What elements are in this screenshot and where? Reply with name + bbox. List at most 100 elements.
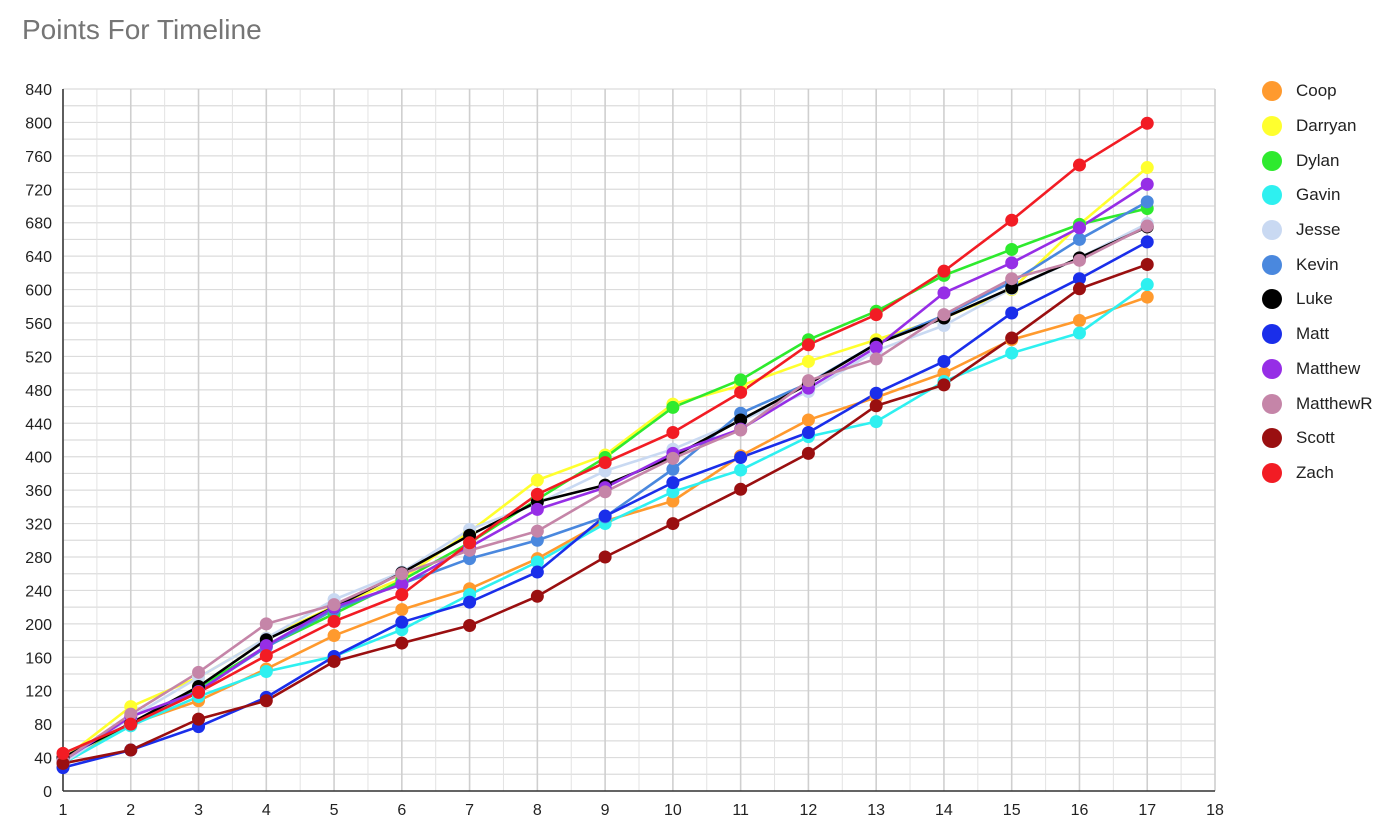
- data-point-matt[interactable]: [801, 425, 815, 439]
- data-point-coop[interactable]: [1072, 313, 1086, 327]
- data-point-matthewr[interactable]: [937, 308, 951, 322]
- data-point-matthewr[interactable]: [598, 485, 612, 499]
- data-point-darryan[interactable]: [530, 473, 544, 487]
- data-point-matt[interactable]: [666, 476, 680, 490]
- data-point-gavin[interactable]: [1072, 326, 1086, 340]
- data-point-matthewr[interactable]: [666, 451, 680, 465]
- data-point-zach[interactable]: [192, 685, 206, 699]
- data-point-scott[interactable]: [1005, 331, 1019, 345]
- data-point-zach[interactable]: [869, 308, 883, 322]
- data-point-zach[interactable]: [734, 385, 748, 399]
- data-point-scott[interactable]: [801, 446, 815, 460]
- data-point-gavin[interactable]: [530, 555, 544, 569]
- data-point-matthew[interactable]: [937, 286, 951, 300]
- data-point-matthewr[interactable]: [1005, 272, 1019, 286]
- data-point-matt[interactable]: [463, 595, 477, 609]
- data-point-matthew[interactable]: [1072, 221, 1086, 235]
- data-point-gavin[interactable]: [734, 463, 748, 477]
- data-point-luke[interactable]: [734, 413, 748, 427]
- data-point-matthew[interactable]: [1140, 177, 1154, 191]
- data-point-zach[interactable]: [395, 588, 409, 602]
- data-point-matthewr[interactable]: [869, 352, 883, 366]
- data-point-kevin[interactable]: [666, 462, 680, 476]
- data-point-matthewr[interactable]: [192, 665, 206, 679]
- data-point-matthewr[interactable]: [327, 598, 341, 612]
- legend-item-matt[interactable]: Matt: [1262, 317, 1400, 352]
- legend-item-jesse[interactable]: Jesse: [1262, 213, 1400, 248]
- legend-item-scott[interactable]: Scott: [1262, 421, 1400, 456]
- data-point-zach[interactable]: [666, 425, 680, 439]
- data-point-zach[interactable]: [530, 487, 544, 501]
- data-point-coop[interactable]: [1140, 290, 1154, 304]
- legend-item-zach[interactable]: Zach: [1262, 456, 1400, 491]
- data-point-matthewr[interactable]: [259, 617, 273, 631]
- data-point-scott[interactable]: [56, 756, 70, 770]
- data-point-kevin[interactable]: [530, 533, 544, 547]
- data-point-scott[interactable]: [734, 482, 748, 496]
- data-point-scott[interactable]: [1140, 258, 1154, 271]
- data-point-zach[interactable]: [937, 264, 951, 278]
- data-point-coop[interactable]: [395, 603, 409, 617]
- data-point-zach[interactable]: [1005, 213, 1019, 227]
- data-point-coop[interactable]: [327, 629, 341, 643]
- data-point-matthew[interactable]: [1005, 256, 1019, 270]
- data-point-gavin[interactable]: [259, 664, 273, 678]
- legend-item-darryan[interactable]: Darryan: [1262, 109, 1400, 144]
- data-point-gavin[interactable]: [1140, 278, 1154, 292]
- data-point-scott[interactable]: [666, 517, 680, 531]
- data-point-matt[interactable]: [869, 386, 883, 400]
- legend-item-matthewr[interactable]: MatthewR: [1262, 386, 1400, 421]
- data-point-matt[interactable]: [530, 565, 544, 579]
- data-point-matthewr[interactable]: [1140, 219, 1154, 233]
- data-point-zach[interactable]: [56, 746, 70, 760]
- data-point-matthewr[interactable]: [124, 707, 138, 721]
- data-point-kevin[interactable]: [1072, 232, 1086, 246]
- legend-item-matthew[interactable]: Matthew: [1262, 352, 1400, 387]
- data-point-luke[interactable]: [1005, 281, 1019, 295]
- data-point-matthewr[interactable]: [395, 567, 409, 581]
- data-point-matt[interactable]: [1072, 272, 1086, 286]
- data-point-gavin[interactable]: [869, 415, 883, 429]
- data-point-scott[interactable]: [598, 550, 612, 564]
- data-point-matthew[interactable]: [395, 578, 409, 592]
- data-point-dylan[interactable]: [1005, 242, 1019, 256]
- data-point-matthew[interactable]: [869, 340, 883, 354]
- data-point-zach[interactable]: [327, 614, 341, 628]
- data-point-scott[interactable]: [1072, 282, 1086, 296]
- data-point-matt[interactable]: [598, 509, 612, 523]
- data-point-dylan[interactable]: [734, 373, 748, 387]
- data-point-scott[interactable]: [327, 654, 341, 668]
- data-point-matt[interactable]: [1005, 306, 1019, 320]
- data-point-matthewr[interactable]: [1072, 253, 1086, 267]
- data-point-zach[interactable]: [1140, 116, 1154, 130]
- data-point-matt[interactable]: [1140, 235, 1154, 249]
- data-point-coop[interactable]: [801, 413, 815, 427]
- legend-item-dylan[interactable]: Dylan: [1262, 143, 1400, 178]
- data-point-matt[interactable]: [395, 615, 409, 629]
- data-point-matthew[interactable]: [259, 639, 273, 653]
- data-point-matt[interactable]: [937, 354, 951, 368]
- data-point-scott[interactable]: [530, 589, 544, 603]
- data-point-gavin[interactable]: [1005, 346, 1019, 360]
- data-point-scott[interactable]: [124, 743, 138, 757]
- data-point-matthewr[interactable]: [734, 423, 748, 437]
- data-point-zach[interactable]: [463, 536, 477, 550]
- data-point-matthew[interactable]: [530, 502, 544, 516]
- legend-item-coop[interactable]: Coop: [1262, 74, 1400, 109]
- data-point-scott[interactable]: [192, 712, 206, 726]
- legend-item-kevin[interactable]: Kevin: [1262, 247, 1400, 282]
- data-point-matthewr[interactable]: [530, 524, 544, 538]
- data-point-zach[interactable]: [124, 717, 138, 731]
- data-point-zach[interactable]: [259, 649, 273, 663]
- data-point-scott[interactable]: [259, 694, 273, 708]
- data-point-matt[interactable]: [734, 451, 748, 465]
- data-point-darryan[interactable]: [1140, 161, 1154, 175]
- data-point-scott[interactable]: [869, 399, 883, 413]
- data-point-zach[interactable]: [1072, 158, 1086, 172]
- data-point-coop[interactable]: [666, 494, 680, 508]
- data-point-scott[interactable]: [463, 619, 477, 633]
- data-point-zach[interactable]: [598, 456, 612, 470]
- data-point-gavin[interactable]: [666, 485, 680, 499]
- legend-item-luke[interactable]: Luke: [1262, 282, 1400, 317]
- data-point-darryan[interactable]: [801, 354, 815, 368]
